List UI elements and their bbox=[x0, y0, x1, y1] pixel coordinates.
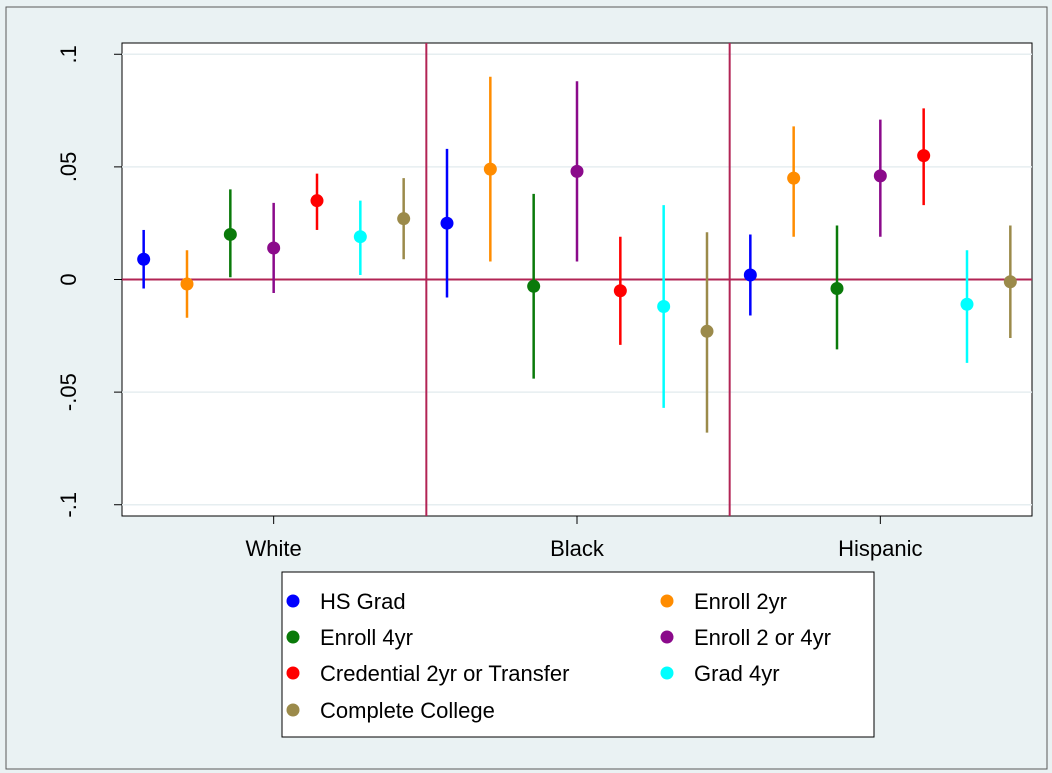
y-tick-label: .05 bbox=[56, 152, 81, 183]
estimate-point bbox=[613, 284, 627, 298]
estimate-point bbox=[137, 252, 151, 266]
legend-label: Grad 4yr bbox=[694, 661, 780, 686]
chart-border bbox=[5, 6, 1048, 770]
x-tick-label: Hispanic bbox=[838, 536, 922, 561]
y-tick-label: -.1 bbox=[56, 492, 81, 518]
estimate-point bbox=[527, 279, 541, 293]
legend-label: Credential 2yr or Transfer bbox=[320, 661, 569, 686]
x-tick-label: Black bbox=[550, 536, 605, 561]
legend: HS Grad Enroll 2yr Enroll 4yr Enroll 2 or 4… bbox=[281, 571, 875, 738]
legend-marker bbox=[660, 666, 674, 680]
estimate-point bbox=[310, 194, 324, 208]
legend-marker bbox=[660, 630, 674, 644]
legend-marker bbox=[660, 594, 674, 608]
estimate-point bbox=[873, 169, 887, 183]
estimate-point bbox=[960, 297, 974, 311]
estimate-point bbox=[700, 324, 714, 338]
y-tick-label: -.05 bbox=[56, 373, 81, 411]
estimate-point bbox=[397, 212, 411, 226]
estimate-point bbox=[787, 171, 801, 185]
legend-box bbox=[281, 571, 875, 738]
legend-label: Complete College bbox=[320, 698, 495, 723]
estimate-point bbox=[440, 216, 454, 230]
x-tick-label: White bbox=[246, 536, 302, 561]
y-tick-label: 0 bbox=[56, 273, 81, 285]
estimate-point bbox=[267, 241, 281, 255]
estimate-point bbox=[483, 162, 497, 176]
estimate-point bbox=[223, 227, 237, 241]
legend-label: Enroll 4yr bbox=[320, 625, 413, 650]
legend-marker bbox=[286, 666, 300, 680]
legend-marker bbox=[286, 594, 300, 608]
estimate-point bbox=[657, 300, 671, 314]
legend-label: Enroll 2 or 4yr bbox=[694, 625, 831, 650]
estimate-point bbox=[180, 277, 194, 291]
legend-label: Enroll 2yr bbox=[694, 589, 787, 614]
estimate-point bbox=[830, 282, 844, 296]
legend-marker bbox=[286, 703, 300, 717]
legend-label: HS Grad bbox=[320, 589, 406, 614]
estimate-point bbox=[1003, 275, 1017, 289]
estimate-point bbox=[743, 268, 757, 282]
data-marks bbox=[137, 76, 1017, 433]
legend-marker bbox=[286, 630, 300, 644]
axes: .1 .05 0 -.05 -.1 White Black Hispanic bbox=[56, 45, 923, 561]
estimate-point bbox=[353, 230, 367, 244]
y-tick-label: .1 bbox=[56, 45, 81, 63]
estimate-point bbox=[570, 164, 584, 178]
estimate-point bbox=[917, 149, 931, 163]
